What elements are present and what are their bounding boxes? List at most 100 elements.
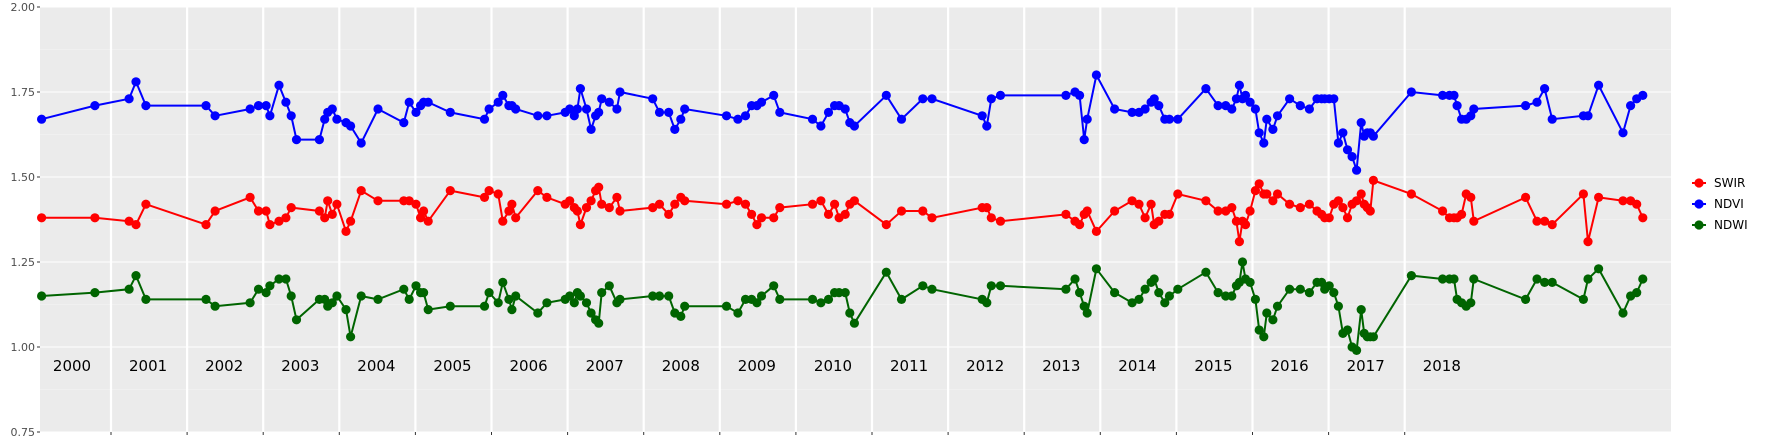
data-point-ndvi — [1213, 101, 1223, 111]
data-point-ndvi — [1356, 118, 1366, 128]
year-label: 2002 — [205, 357, 243, 375]
data-point-swir — [1234, 237, 1244, 247]
data-point-ndwi — [131, 271, 141, 281]
data-point-ndwi — [210, 301, 220, 311]
data-point-ndvi — [654, 107, 665, 117]
data-point-ndwi — [1160, 298, 1170, 308]
data-point-swir — [1173, 189, 1183, 199]
data-point-ndvi — [201, 101, 211, 111]
data-point-swir — [479, 192, 490, 202]
data-point-ndvi — [373, 104, 383, 114]
data-point-ndvi — [680, 104, 690, 114]
data-point-ndwi — [484, 288, 494, 298]
data-point-swir — [419, 206, 429, 216]
data-point-ndwi — [604, 281, 614, 291]
data-point-ndwi — [507, 305, 517, 315]
grid-lines — [40, 6, 1671, 433]
data-point-swir — [37, 213, 47, 223]
data-point-ndvi — [581, 104, 592, 114]
data-point-ndvi — [479, 114, 490, 124]
data-point-swir — [1338, 203, 1348, 213]
data-point-ndvi — [597, 94, 607, 104]
data-point-ndvi — [986, 94, 996, 104]
data-point-swir — [356, 186, 366, 196]
data-point-swir — [1521, 192, 1531, 202]
data-point-ndvi — [1268, 124, 1278, 134]
data-point-ndvi — [314, 135, 324, 145]
data-point-ndwi — [676, 311, 686, 321]
data-point-swir — [756, 213, 767, 223]
data-point-swir — [314, 206, 324, 216]
data-point-ndwi — [927, 284, 937, 294]
year-label: 2001 — [129, 357, 167, 375]
data-point-ndvi — [484, 104, 494, 114]
data-point-swir — [253, 206, 264, 216]
data-point-swir — [849, 196, 860, 206]
data-point-ndwi — [918, 281, 928, 291]
data-point-ndvi — [327, 104, 337, 114]
data-point-swir — [131, 220, 141, 230]
data-point-ndwi — [1342, 325, 1353, 335]
data-point-ndwi — [1304, 288, 1314, 298]
data-point-ndwi — [1438, 274, 1448, 284]
data-point-swir — [493, 189, 503, 199]
data-point-swir — [1583, 237, 1593, 247]
data-point-ndvi — [1638, 90, 1648, 100]
data-point-ndwi — [995, 281, 1006, 291]
data-point-ndwi — [756, 291, 767, 301]
data-point-ndwi — [423, 305, 433, 315]
data-point-ndwi — [1110, 288, 1120, 298]
data-point-ndwi — [1091, 264, 1101, 274]
data-point-ndwi — [404, 294, 414, 304]
data-point-ndwi — [1227, 291, 1237, 301]
data-point-ndvi — [1342, 145, 1353, 155]
data-point-ndwi — [1638, 274, 1648, 284]
data-point-ndwi — [511, 291, 521, 301]
data-point-ndvi — [1079, 135, 1089, 145]
data-point-swir — [565, 196, 575, 206]
data-point-ndwi — [399, 284, 409, 294]
data-point-ndwi — [411, 281, 421, 291]
data-point-swir — [982, 203, 992, 213]
year-label: 2007 — [586, 357, 624, 375]
data-point-swir — [830, 199, 840, 209]
year-label: 2005 — [433, 357, 471, 375]
data-point-ndwi — [1149, 274, 1159, 284]
data-point-swir — [1201, 196, 1211, 206]
data-point-swir — [511, 213, 521, 223]
data-point-swir — [1295, 203, 1305, 213]
legend-swatch-point — [1694, 199, 1704, 209]
data-point-ndwi — [733, 308, 743, 318]
data-point-swir — [896, 206, 907, 216]
data-point-ndwi — [1140, 284, 1150, 294]
data-point-ndvi — [1149, 94, 1159, 104]
data-point-swir — [373, 196, 383, 206]
year-label: 2011 — [890, 357, 928, 375]
y-tick-label: 1.75 — [11, 86, 36, 99]
data-point-swir — [1594, 192, 1604, 202]
data-point-swir — [612, 192, 622, 202]
data-point-ndvi — [840, 104, 850, 114]
data-point-ndvi — [612, 104, 622, 114]
data-point-swir — [747, 209, 757, 219]
data-point-swir — [680, 196, 690, 206]
data-point-ndvi — [1259, 138, 1269, 148]
data-point-ndvi — [1583, 111, 1593, 121]
y-axis: 0.75 1.00 1.25 1.50 1.75 2.00 — [11, 1, 1406, 439]
data-point-ndvi — [572, 104, 583, 114]
data-point-ndwi — [1272, 301, 1283, 311]
data-point-ndvi — [733, 114, 743, 124]
data-point-ndvi — [1285, 94, 1295, 104]
data-point-ndwi — [594, 318, 604, 328]
data-point-ndvi — [253, 101, 264, 111]
year-label: 2004 — [357, 357, 395, 375]
data-point-ndvi — [918, 94, 928, 104]
data-point-ndwi — [881, 267, 891, 277]
data-point-swir — [1140, 213, 1150, 223]
data-point-swir — [1254, 179, 1264, 189]
data-point-swir — [201, 220, 211, 230]
data-point-ndwi — [1201, 267, 1211, 277]
data-point-ndwi — [274, 274, 284, 284]
data-point-swir — [1324, 213, 1334, 223]
data-point-ndwi — [648, 291, 658, 301]
